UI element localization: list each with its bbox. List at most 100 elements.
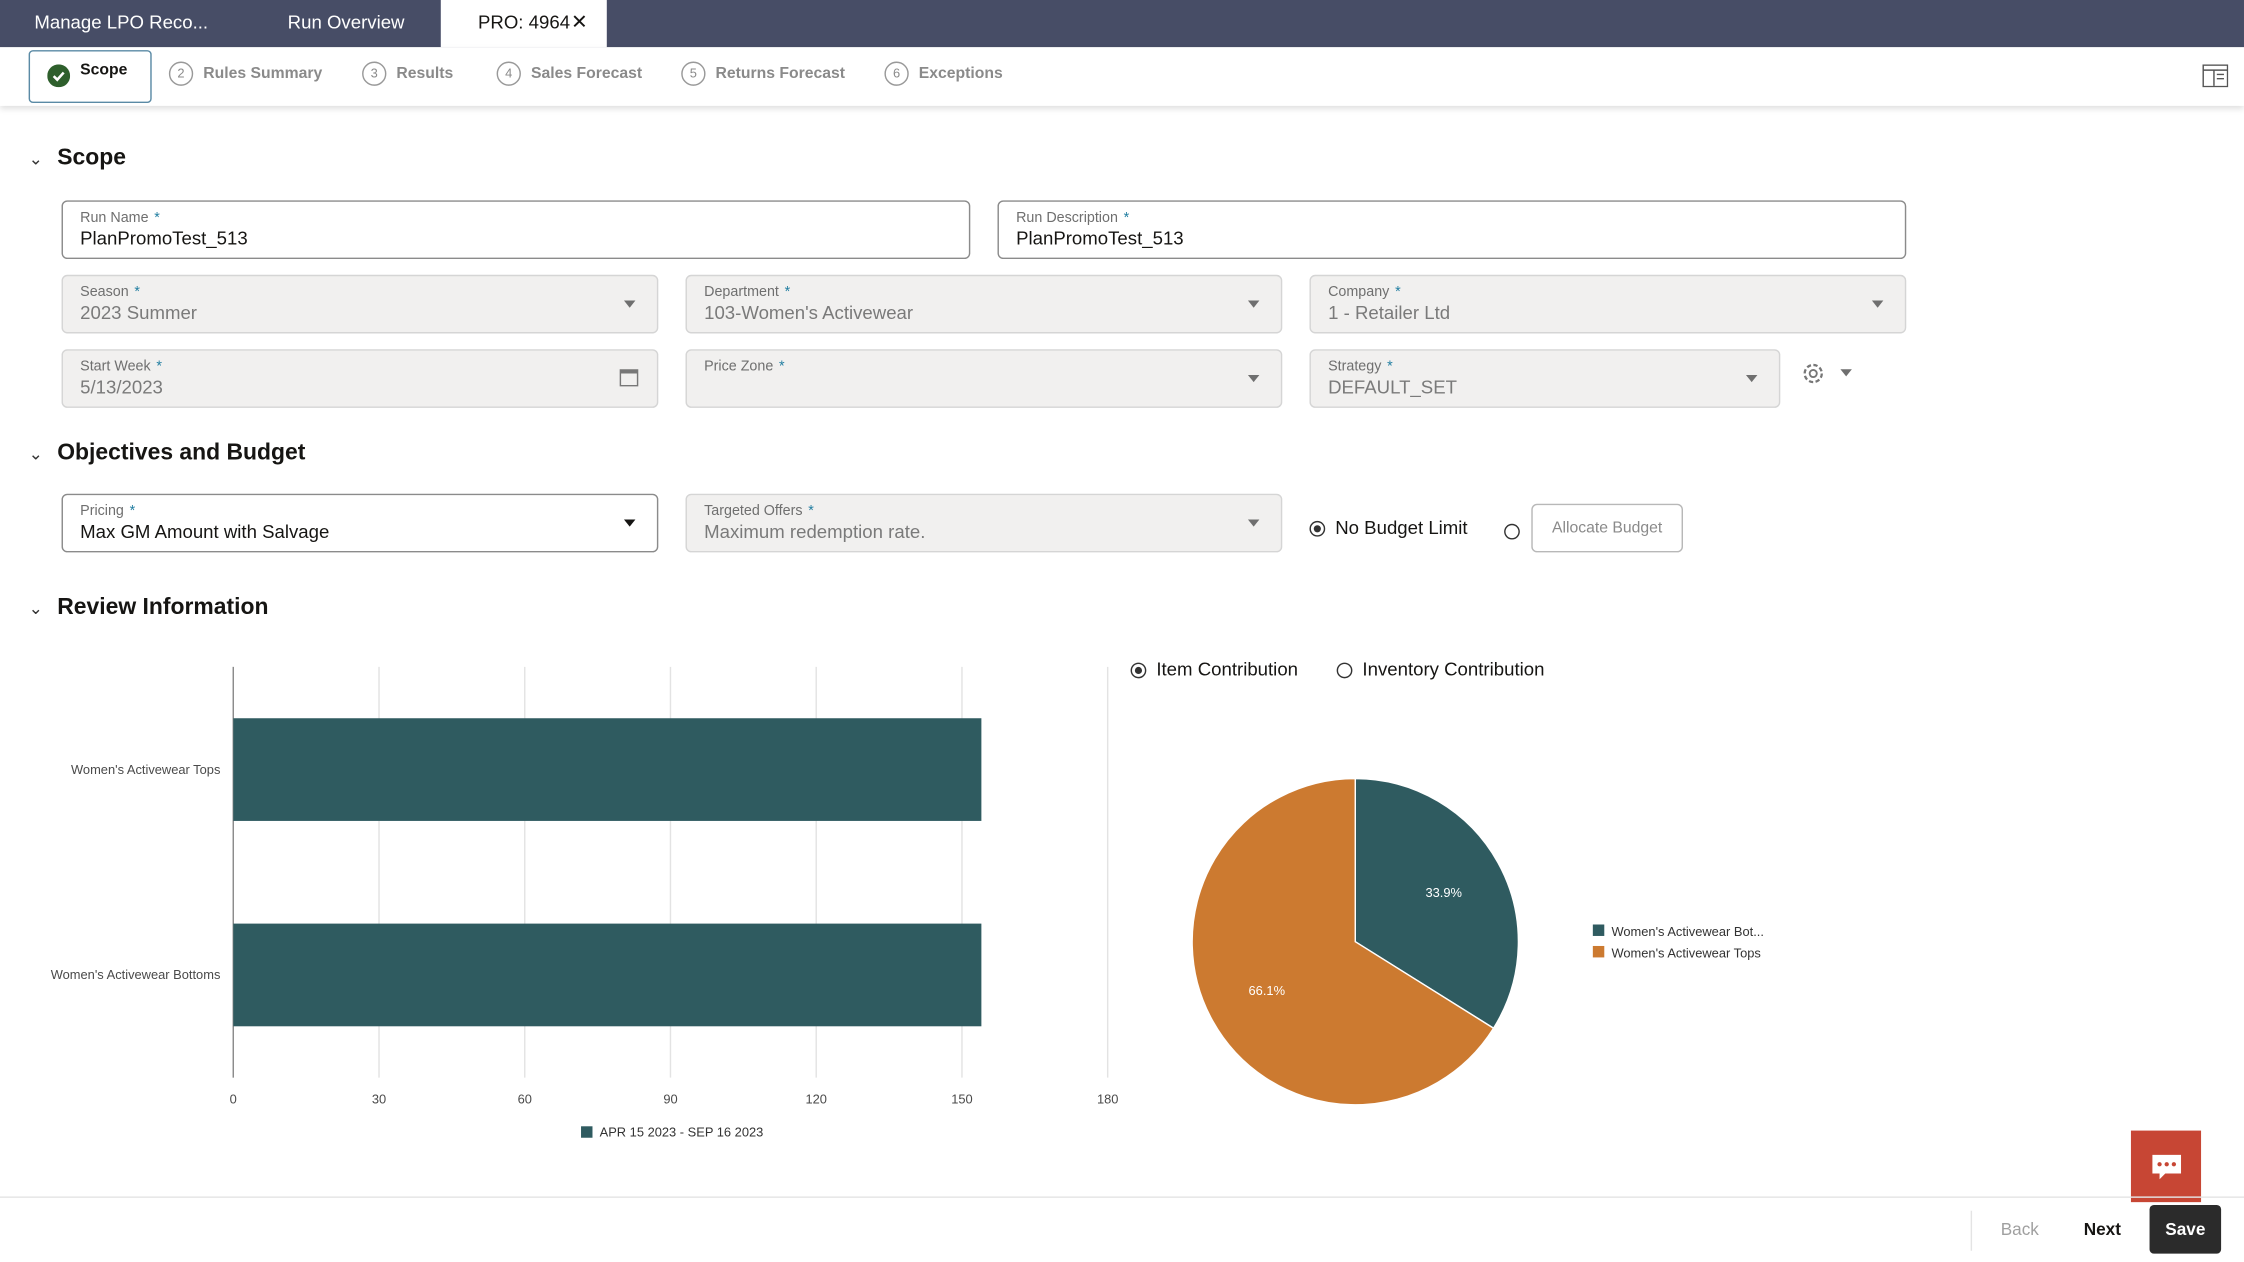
step-number: 4 [496,61,521,86]
allocate-button[interactable]: Allocate Budget [1531,503,1683,553]
tab[interactable]: Manage LPO Reco... [34,11,209,33]
radio-option[interactable]: Item Contribution [1130,658,1299,680]
legend-swatch [1592,945,1605,958]
radio[interactable] [1309,521,1326,537]
y-tick-label: Women's Activewear Tops [71,762,220,777]
step-label: Scope [80,61,128,79]
input-field[interactable]: Season * 2023 Summer [61,274,659,334]
input-field[interactable]: Price Zone * [685,349,1283,408]
field-value: Maximum redemption rate. [704,520,926,543]
step[interactable]: 3 Results [362,61,454,86]
gear-caret[interactable] [1840,369,1852,377]
y-tick-label: Women's Activewear Bottoms [51,967,221,982]
field-label: Pricing * [80,503,136,520]
legend-swatch [581,1126,593,1138]
x-tick-label: 180 [1097,1091,1118,1106]
input-field[interactable]: Strategy * DEFAULT_SET [1309,349,1781,408]
x-tick-label: 0 [230,1091,237,1106]
footer-divider [0,1196,2244,1198]
section-title: Scope [57,145,126,171]
next-button[interactable]: Next [2083,1219,2121,1240]
input-field[interactable]: Company * 1 - Retailer Ltd [1309,274,1907,334]
legend-swatch [1592,924,1605,936]
legend-label: APR 15 2023 - SEP 16 2023 [600,1124,764,1139]
radio-label: Inventory Contribution [1362,658,1545,680]
dropdown-caret[interactable] [1247,374,1260,383]
input-field[interactable]: Run Description * PlanPromoTest_513 [997,200,1907,260]
field-label: Season * [80,284,141,301]
dropdown-caret[interactable] [1247,519,1260,527]
pie-slice [1191,777,1495,1106]
field-value: PlanPromoTest_513 [80,227,248,250]
radio-label: Item Contribution [1156,658,1299,680]
x-tick-label: 90 [663,1091,677,1106]
slice-label: 66.1% [1249,983,1286,998]
step-label: Rules Summary [203,64,323,83]
radio-label: No Budget Limit [1335,516,1468,539]
pie-slice [1354,777,1520,1030]
active-step[interactable] [28,50,152,104]
layout-icon[interactable] [2202,64,2229,88]
tab[interactable]: PRO: 4964 [477,11,571,33]
radio[interactable] [1336,662,1353,679]
chat-button[interactable] [2130,1130,2202,1203]
save-button[interactable]: Save [2149,1205,2222,1254]
field-value: 1 - Retailer Ltd [1328,301,1451,324]
dropdown-caret[interactable] [623,300,636,308]
radio[interactable] [1130,662,1147,679]
top-bar [0,0,2244,48]
active-tab[interactable] [440,0,607,48]
footer-separator [1970,1210,1973,1251]
field-value: DEFAULT_SET [1328,376,1457,398]
section-title: Objectives and Budget [57,440,306,466]
step[interactable]: 2 Rules Summary [168,61,323,86]
collapse-icon[interactable]: ⌄ [28,148,44,169]
dropdown-caret[interactable] [623,519,636,527]
field-label: Targeted Offers * [704,503,814,520]
dropdown-caret[interactable] [1745,374,1758,383]
input-field[interactable]: Targeted Offers * Maximum redemption rate. [685,493,1283,553]
radio[interactable] [1504,524,1520,540]
step-number: 6 [884,61,909,86]
close-icon[interactable]: ✕ [571,10,588,33]
step-number: 2 [168,61,194,86]
step[interactable]: 4 Sales Forecast [496,61,642,86]
field-label: Company * [1328,284,1401,301]
input-field[interactable]: Run Name * PlanPromoTest_513 [61,200,971,260]
input-field[interactable]: Department * 103-Women's Activewear [685,274,1283,334]
required-marker: * [779,359,785,375]
required-marker: * [1387,359,1393,375]
field-value: Max GM Amount with Salvage [80,520,330,543]
tab[interactable]: Run Overview [287,11,405,33]
x-tick-label: 150 [951,1091,972,1106]
step[interactable]: Scope [80,62,127,79]
required-marker: * [1395,284,1401,301]
check-icon [47,64,71,88]
radio-option[interactable]: No Budget Limit [1309,516,1468,539]
field-label: Run Name * [80,210,160,227]
radio-option[interactable]: Inventory Contribution [1336,658,1545,680]
field-value: 2023 Summer [80,301,198,324]
collapse-icon[interactable]: ⌄ [28,443,44,464]
calendar-icon[interactable] [619,369,639,387]
gear-icon[interactable] [1800,361,1826,387]
section-title: Review Information [57,595,269,620]
step[interactable]: 5 Returns Forecast [681,61,845,86]
input-field[interactable]: Start Week * 5/13/2023 [61,349,659,408]
bar [233,718,982,821]
dropdown-caret[interactable] [1247,300,1260,308]
field-value: PlanPromoTest_513 [1016,227,1184,250]
input-field[interactable]: Pricing * Max GM Amount with Salvage [61,493,659,553]
dropdown-caret[interactable] [1871,300,1884,308]
required-marker: * [154,210,160,227]
field-label: Run Description * [1016,210,1130,227]
collapse-icon[interactable]: ⌄ [28,598,44,619]
field-value: 103-Women's Activewear [704,301,914,324]
step[interactable]: 6 Exceptions [884,61,1003,86]
step-label: Results [396,64,454,83]
back-button[interactable]: Back [2000,1219,2039,1240]
field-value: 5/13/2023 [80,376,163,398]
